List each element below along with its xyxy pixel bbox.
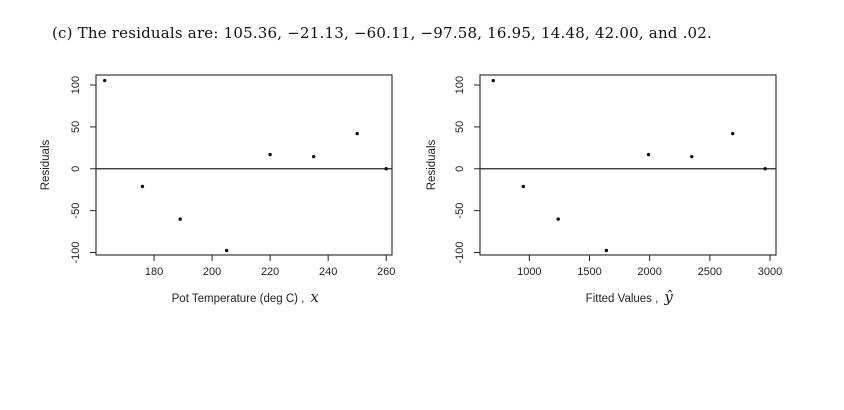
right-data-point <box>763 167 767 171</box>
right-y-axis-title: Residuals <box>426 140 438 191</box>
right-x-tick-label: 1000 <box>517 266 541 278</box>
left-x-tick-label: 220 <box>261 266 279 278</box>
left-y-tick-label: -100 <box>70 241 82 263</box>
right-x-axis-handwritten-symbol: ŷ <box>663 288 673 306</box>
left-data-point <box>355 131 359 136</box>
right-x-tick-label: 2000 <box>637 266 661 278</box>
left-y-tick-label: 50 <box>70 121 82 133</box>
right-x-axis-title: Fitted Values , <box>586 293 659 305</box>
left-x-axis-title: Pot Temperature (deg C) , <box>172 293 305 305</box>
right-x-tick-label: 2500 <box>698 266 722 278</box>
left-y-tick-label: 0 <box>70 166 82 172</box>
left-x-axis-handwritten-symbol: x <box>310 288 319 306</box>
right-x-tick-label: 3000 <box>758 266 782 278</box>
left-data-point <box>311 154 316 159</box>
right-data-point <box>690 154 694 159</box>
right-data-point <box>646 152 651 157</box>
right-data-point <box>491 78 495 83</box>
right-data-point <box>730 131 735 136</box>
left-y-tick-label: -50 <box>70 203 82 219</box>
right-y-tick-label: 50 <box>454 121 466 133</box>
right-data-point <box>604 248 609 253</box>
right-x-tick-label: 1500 <box>577 266 601 278</box>
residuals-caption: (c) The residuals are: 105.36, −21.13, −… <box>52 24 712 42</box>
left-data-point <box>384 167 388 171</box>
right-y-tick-label: -50 <box>454 203 466 219</box>
left-plot-frame <box>95 74 393 256</box>
left-x-tick-label: 200 <box>203 266 221 278</box>
left-data-point <box>140 184 145 189</box>
right-data-point <box>521 184 526 189</box>
right-y-tick-label: -100 <box>454 241 466 263</box>
right-y-tick-label: 0 <box>454 166 466 172</box>
left-data-point <box>268 152 272 157</box>
left-y-axis-title: Residuals <box>40 140 52 191</box>
right-y-tick-label: 100 <box>454 76 466 94</box>
right-data-point <box>556 217 560 221</box>
left-data-point <box>224 248 229 253</box>
left-x-tick-label: 260 <box>377 266 395 278</box>
left-data-point <box>178 217 182 221</box>
left-y-tick-label: 100 <box>70 76 82 94</box>
left-data-point <box>103 78 107 83</box>
left-x-tick-label: 240 <box>319 266 337 278</box>
left-x-tick-label: 180 <box>145 266 163 278</box>
right-plot-frame <box>479 74 777 256</box>
